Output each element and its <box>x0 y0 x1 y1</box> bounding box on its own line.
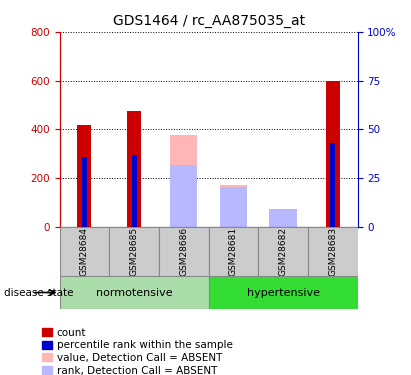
Text: GSM28682: GSM28682 <box>279 227 288 276</box>
Text: GSM28685: GSM28685 <box>129 226 139 276</box>
Bar <box>159 227 208 276</box>
Text: GSM28686: GSM28686 <box>179 226 188 276</box>
Bar <box>308 227 358 276</box>
Bar <box>220 186 247 227</box>
Bar <box>82 158 87 227</box>
Bar <box>330 143 335 227</box>
Text: GSM28684: GSM28684 <box>80 227 89 276</box>
Bar <box>208 276 358 309</box>
Bar <box>109 227 159 276</box>
Bar <box>258 227 308 276</box>
Text: disease state: disease state <box>4 288 74 297</box>
Bar <box>208 227 258 276</box>
Title: GDS1464 / rc_AA875035_at: GDS1464 / rc_AA875035_at <box>113 14 305 28</box>
Bar <box>170 165 197 227</box>
Text: normotensive: normotensive <box>96 288 172 297</box>
Legend: count, percentile rank within the sample, value, Detection Call = ABSENT, rank, : count, percentile rank within the sample… <box>42 328 233 375</box>
Text: GSM28681: GSM28681 <box>229 226 238 276</box>
Bar <box>127 111 141 227</box>
Bar <box>60 227 109 276</box>
Bar <box>132 155 136 227</box>
Bar <box>270 209 297 227</box>
Bar <box>77 124 91 227</box>
Bar <box>60 276 209 309</box>
Text: hypertensive: hypertensive <box>247 288 320 297</box>
Bar <box>326 81 339 227</box>
Bar <box>220 187 247 227</box>
Bar <box>170 135 197 227</box>
Bar <box>270 217 297 227</box>
Text: GSM28683: GSM28683 <box>328 226 337 276</box>
